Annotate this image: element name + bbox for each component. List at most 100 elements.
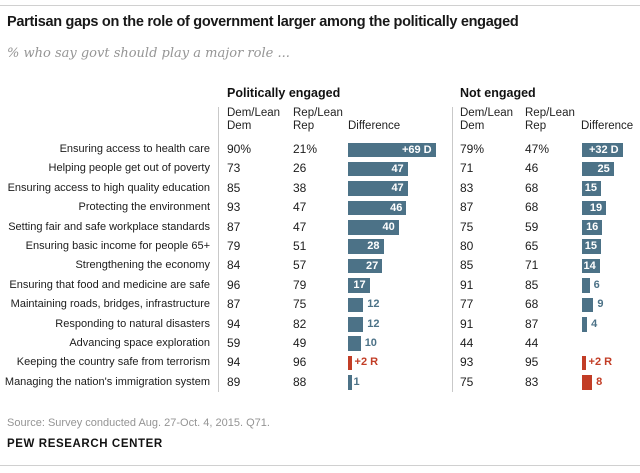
engaged-rep-value: 49 — [293, 335, 307, 350]
engaged-dem-value: 85 — [227, 180, 241, 195]
difference-bar: 47 — [348, 181, 408, 196]
difference-bar — [582, 355, 586, 371]
difference-bar: 15 — [582, 181, 602, 196]
engaged-rep-value: 21% — [293, 142, 318, 156]
row-label: Maintaining roads, bridges, infrastructu… — [10, 298, 210, 311]
row-label: Setting fair and safe workplace standard… — [8, 220, 210, 233]
notengaged-dem-value: 75 — [460, 374, 474, 389]
row-label: Ensuring basic income for people 65+ — [25, 239, 210, 252]
engaged-rep-value: 79 — [293, 277, 307, 292]
engaged-dem-value: 93 — [227, 200, 241, 215]
difference-bar-label: 12 — [367, 298, 380, 311]
notengaged-dem-value: 75 — [460, 219, 474, 234]
engaged-difference-cell: 47 — [348, 159, 460, 178]
engaged-dem-value: 94 — [227, 316, 241, 331]
row-label: Ensuring access to health care — [59, 143, 210, 155]
engaged-dem-value: 94 — [227, 355, 241, 370]
source-note: Source: Survey conducted Aug. 27-Oct. 4,… — [7, 417, 270, 429]
row-label: Ensuring that food and medicine are safe — [9, 278, 210, 291]
engaged-rep-value: 75 — [293, 297, 307, 312]
engaged-rep-value: 96 — [293, 355, 307, 370]
engaged-rep-value: 51 — [293, 238, 307, 253]
notengaged-difference-cell: +2 R — [582, 353, 640, 372]
row-label: Protecting the environment — [78, 201, 210, 214]
engaged-rep-value: 26 — [293, 161, 307, 176]
section-header-not-engaged: Not engaged — [460, 86, 536, 100]
notengaged-dem-value: 83 — [460, 180, 474, 195]
notengaged-rep-value: 87 — [525, 316, 539, 331]
engaged-rep-value: 47 — [293, 200, 307, 215]
engaged-dem-value: 89 — [227, 374, 241, 389]
notengaged-dem-value: 80 — [460, 238, 474, 253]
difference-bar-label: 8 — [596, 375, 603, 388]
engaged-dem-value: 87 — [227, 219, 241, 234]
column-header-notengaged-dem: Dem/Lean Dem — [460, 107, 514, 132]
difference-bar: 16 — [582, 220, 603, 235]
notengaged-dem-value: 93 — [460, 355, 474, 370]
divider-engaged — [218, 107, 219, 392]
difference-bar: 46 — [348, 200, 407, 216]
table-row: Managing the nation's immigration system… — [0, 373, 640, 392]
difference-bar — [348, 317, 364, 332]
notengaged-difference-cell: 16 — [582, 218, 640, 237]
notengaged-dem-value: 85 — [460, 258, 474, 273]
engaged-difference-cell: +69 D — [348, 140, 460, 159]
notengaged-rep-value: 46 — [525, 161, 539, 176]
difference-bar: 40 — [348, 220, 399, 235]
notengaged-dem-value: 71 — [460, 161, 474, 176]
section-header-politically-engaged: Politically engaged — [227, 86, 341, 100]
engaged-dem-value: 59 — [227, 335, 241, 350]
engaged-rep-value: 57 — [293, 258, 307, 273]
divider-notengaged — [452, 107, 453, 392]
top-rule — [0, 5, 640, 6]
difference-bar: 27 — [348, 258, 383, 274]
notengaged-dem-value: 79% — [460, 142, 485, 156]
notengaged-rep-value: 47% — [525, 142, 550, 156]
notengaged-dem-value: 77 — [460, 297, 474, 312]
difference-bar — [582, 278, 590, 293]
notengaged-difference-cell: 4 — [582, 315, 640, 334]
notengaged-difference-cell: 6 — [582, 276, 640, 295]
notengaged-dem-value: 87 — [460, 200, 474, 215]
notengaged-rep-value: 83 — [525, 374, 539, 389]
engaged-dem-value: 84 — [227, 258, 241, 273]
difference-bar-label: +2 R — [354, 356, 379, 369]
difference-bar: +69 D — [348, 142, 436, 157]
notengaged-dem-value: 91 — [460, 277, 474, 292]
notengaged-dem-value: 91 — [460, 316, 474, 331]
engaged-dem-value: 96 — [227, 277, 241, 292]
column-header-engaged-dem: Dem/Lean Dem — [227, 107, 281, 132]
difference-bar-label: 9 — [597, 298, 604, 311]
table-row: Setting fair and safe workplace standard… — [0, 218, 640, 237]
column-header-engaged-difference: Difference — [348, 120, 401, 132]
notengaged-difference-cell: 14 — [582, 256, 640, 275]
engaged-rep-value: 47 — [293, 219, 307, 234]
notengaged-rep-value: 59 — [525, 219, 539, 234]
row-label: Responding to natural disasters — [55, 317, 210, 330]
row-label: Ensuring access to high quality educatio… — [7, 181, 210, 194]
difference-bar-label: +2 R — [588, 356, 613, 369]
column-header-engaged-rep: Rep/Lean Rep — [293, 107, 343, 132]
bottom-rule — [0, 465, 640, 466]
brand-footer: PEW RESEARCH CENTER — [7, 438, 163, 450]
notengaged-difference-cell: 8 — [582, 373, 640, 392]
engaged-difference-cell: +2 R — [348, 353, 460, 372]
engaged-difference-cell: 17 — [348, 276, 460, 295]
engaged-dem-value: 79 — [227, 238, 241, 253]
row-label: Managing the nation's immigration system — [4, 375, 210, 388]
table-row: Maintaining roads, bridges, infrastructu… — [0, 295, 640, 314]
difference-bar-label: 1 — [353, 375, 360, 388]
engaged-difference-cell: 46 — [348, 198, 460, 217]
difference-bar-label: 4 — [591, 317, 598, 330]
notengaged-difference-cell: 25 — [582, 159, 640, 178]
notengaged-difference-cell: 15 — [582, 237, 640, 256]
notengaged-rep-value: 65 — [525, 238, 539, 253]
engaged-difference-cell: 1 — [348, 373, 460, 392]
engaged-difference-cell: 10 — [348, 334, 460, 353]
difference-bar — [582, 297, 594, 313]
table-row: Ensuring access to high quality educatio… — [0, 179, 640, 198]
engaged-rep-value: 82 — [293, 316, 307, 331]
notengaged-rep-value: 44 — [525, 335, 539, 350]
difference-bar: 14 — [582, 258, 600, 274]
